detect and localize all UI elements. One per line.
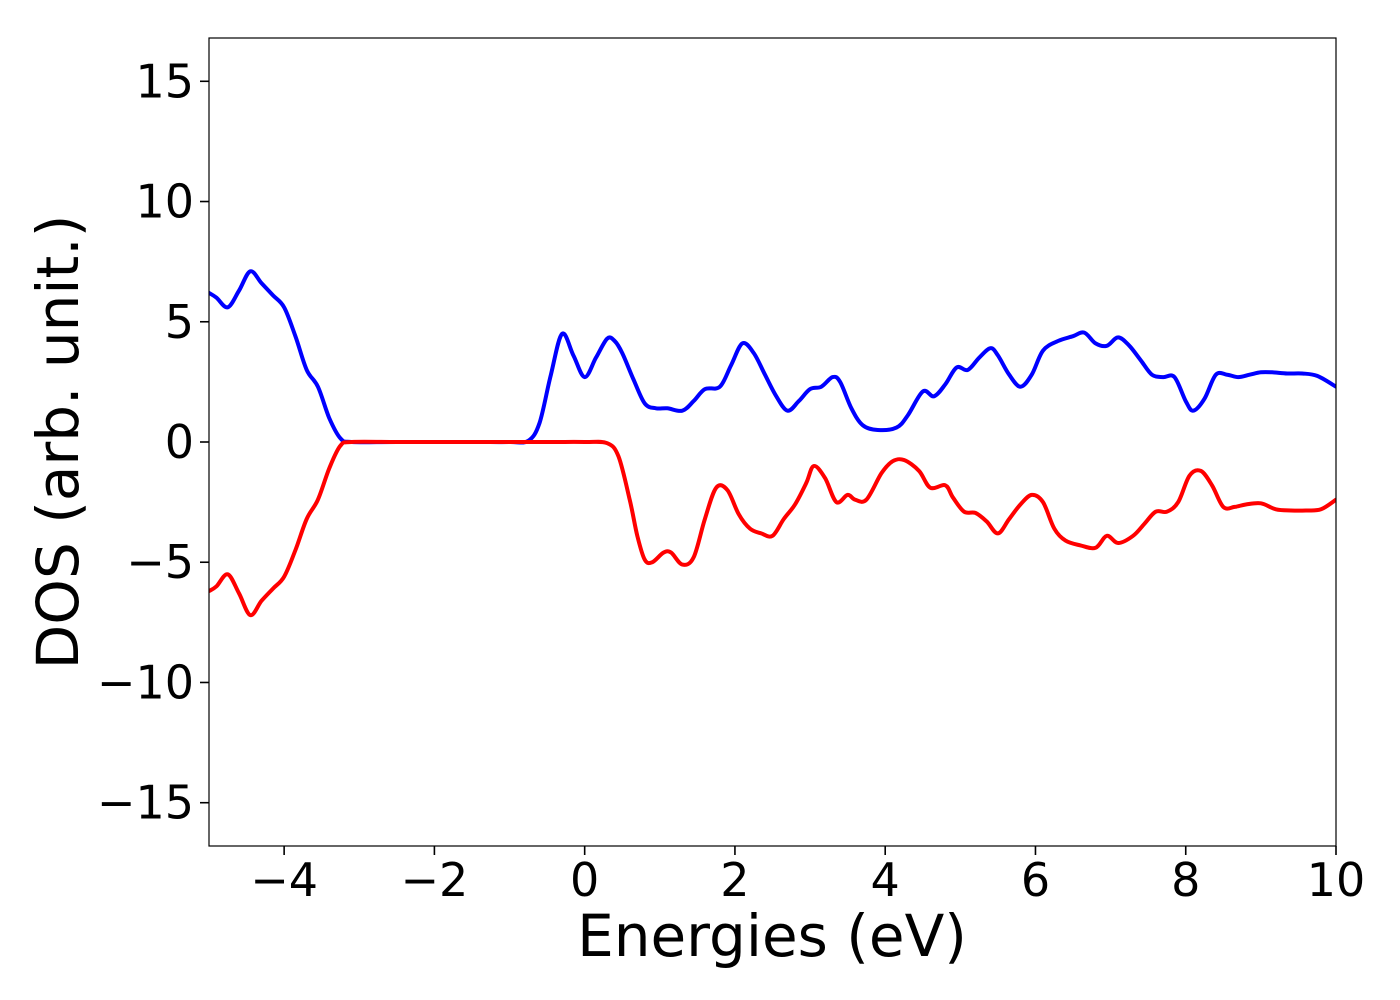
y-tick-label: −5 [126,535,194,589]
y-axis: −15 −10 −5 0 5 10 15 [97,54,209,830]
y-axis-label: DOS (arb. unit.) [24,215,92,670]
x-axis: −4 −2 0 2 4 6 8 10 [250,846,1365,907]
y-tick-label: −10 [97,655,194,709]
x-tick-label: 6 [1021,853,1050,907]
series-line-down [209,439,1336,618]
x-axis-label: Energies (eV) [577,902,967,970]
x-tick-label: 10 [1307,853,1366,907]
x-tick-label: 0 [570,853,599,907]
y-tick-label: 10 [135,175,194,229]
x-tick-label: −2 [400,853,468,907]
y-tick-label: 15 [135,54,194,108]
x-tick-label: 4 [871,853,900,907]
series-line-up [209,269,1336,445]
x-tick-label: 8 [1171,853,1200,907]
x-tick-label: −4 [250,853,318,907]
y-tick-label: −15 [97,776,194,830]
y-tick-label: 5 [165,295,194,349]
series-layer [209,269,1336,618]
x-tick-label: 2 [720,853,749,907]
y-tick-label: 0 [165,415,194,469]
